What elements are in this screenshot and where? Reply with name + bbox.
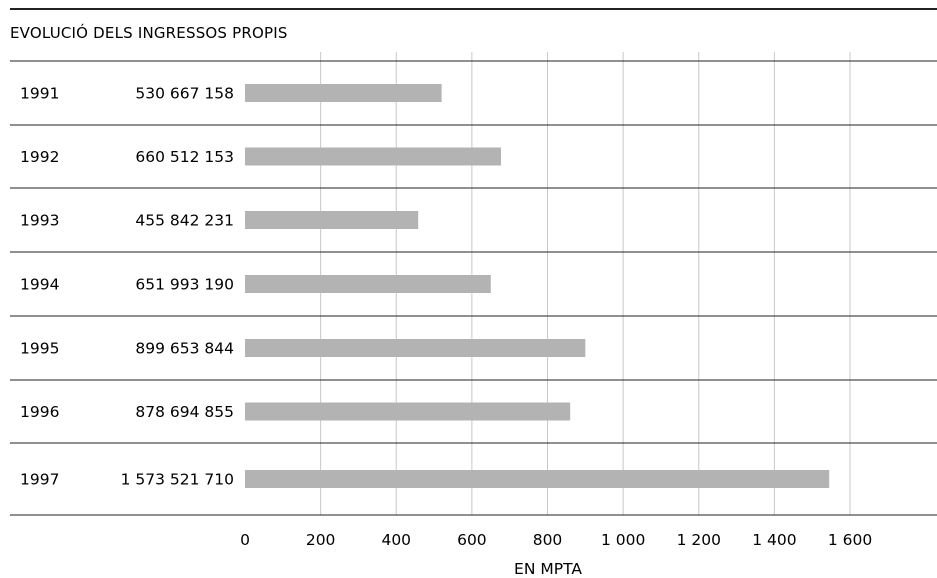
bar-1992 [245,147,501,166]
bar-1996 [245,402,571,421]
x-tick-label: 1 200 [677,531,721,549]
value-label: 660 512 153 [135,148,234,166]
value-label: 651 993 190 [135,276,234,294]
year-label: 1991 [20,85,59,103]
year-label: 1997 [20,471,59,489]
year-label: 1996 [20,403,59,421]
bar-1993 [245,211,419,229]
year-label: 1995 [20,340,59,358]
value-label: 530 667 158 [135,85,234,103]
x-tick-label: 1 000 [601,531,645,549]
value-label: 1 573 521 710 [121,471,234,489]
year-label: 1993 [20,212,59,230]
x-tick-label: 200 [306,531,336,549]
bar-1994 [245,275,491,293]
x-tick-label: 0 [240,531,250,549]
x-tick-label: 800 [533,531,563,549]
bar-1995 [245,339,586,357]
x-tick-label: 1 400 [752,531,796,549]
value-label: 878 694 855 [135,403,234,421]
x-axis-label: EN MPTA [514,560,582,578]
x-tick-label: 400 [381,531,411,549]
value-label: 455 842 231 [135,212,234,230]
rows: 1991 530 667 158 1992 660 512 153 1993 455 84… [20,84,830,489]
year-label: 1994 [20,276,59,294]
chart-title: EVOLUCIÓ DELS INGRESSOS PROPIS [10,23,288,42]
gridlines [10,52,937,516]
year-label: 1992 [20,148,59,166]
x-tick-label: 600 [457,531,487,549]
bar-1991 [245,84,442,102]
bar-1997 [245,470,830,488]
value-label: 899 653 844 [135,340,234,358]
x-axis-ticks: 0 200 400 600 800 1 000 1 200 1 400 1 600 [240,531,872,549]
x-tick-label: 1 600 [828,531,872,549]
